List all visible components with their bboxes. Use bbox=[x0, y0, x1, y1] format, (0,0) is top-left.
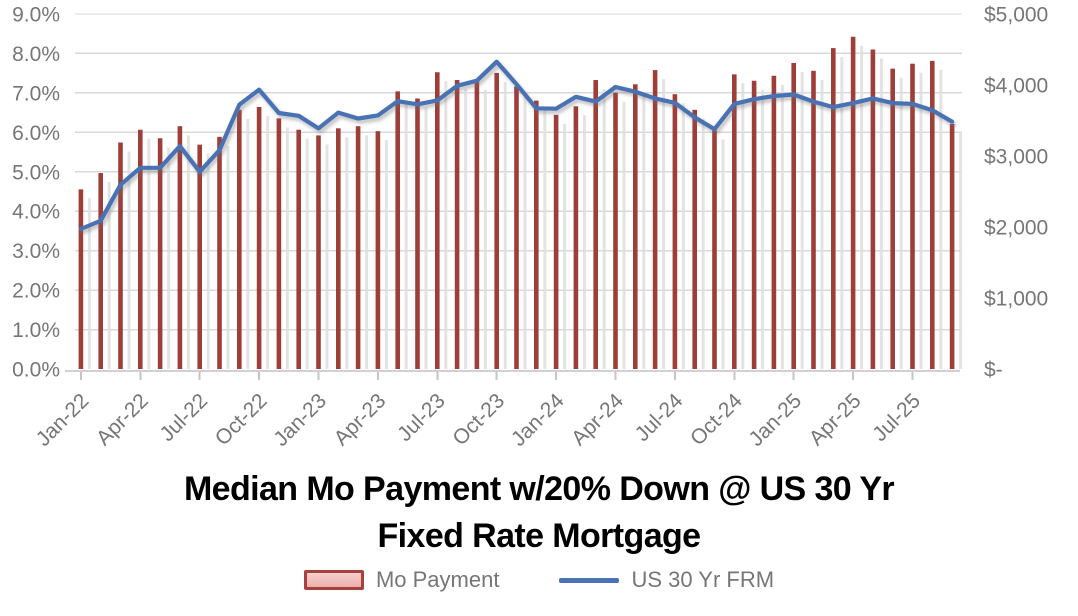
svg-text:Jul-22: Jul-22 bbox=[156, 389, 213, 446]
chart-title-line2: Fixed Rate Mortgage bbox=[377, 517, 702, 555]
mo-payment-bars bbox=[78, 36, 955, 370]
svg-text:Apr-24: Apr-24 bbox=[567, 389, 628, 450]
x-axis-ticks bbox=[79, 372, 914, 380]
svg-text:8.0%: 8.0% bbox=[12, 43, 60, 66]
legend-item-mo-payment: Mo Payment bbox=[303, 567, 500, 593]
svg-text:Jul-23: Jul-23 bbox=[393, 389, 450, 446]
frm-rate-line bbox=[78, 59, 955, 232]
svg-text:$3,000: $3,000 bbox=[984, 146, 1048, 169]
svg-text:Jul-24: Jul-24 bbox=[631, 389, 688, 446]
svg-text:6.0%: 6.0% bbox=[12, 122, 60, 145]
svg-text:2.0%: 2.0% bbox=[12, 280, 60, 303]
svg-text:$1,000: $1,000 bbox=[984, 288, 1048, 311]
svg-text:Apr-23: Apr-23 bbox=[330, 389, 391, 450]
svg-text:$4,000: $4,000 bbox=[984, 75, 1048, 98]
svg-text:$-: $- bbox=[984, 359, 1003, 382]
left-axis-labels: 9.0% 8.0% 7.0% 6.0% 5.0% 4.0% 3.0% 2.0% 1.0% 0.0% bbox=[12, 4, 60, 382]
svg-text:3.0%: 3.0% bbox=[12, 240, 60, 263]
svg-text:Oct-24: Oct-24 bbox=[686, 389, 747, 450]
svg-text:0.0%: 0.0% bbox=[12, 359, 60, 382]
svg-text:5.0%: 5.0% bbox=[12, 161, 60, 184]
svg-text:9.0%: 9.0% bbox=[12, 4, 60, 27]
svg-text:Jul-25: Jul-25 bbox=[868, 389, 925, 446]
svg-text:1.0%: 1.0% bbox=[12, 319, 60, 342]
chart-title: Median Mo Payment w/20% Down @ US 30 Yr … bbox=[0, 466, 1078, 560]
svg-text:Jan-25: Jan-25 bbox=[745, 389, 807, 451]
bar-shadows bbox=[87, 45, 963, 370]
legend-label-frm: US 30 Yr FRM bbox=[631, 567, 775, 592]
svg-text:Jan-22: Jan-22 bbox=[32, 389, 94, 451]
svg-text:Oct-22: Oct-22 bbox=[211, 389, 272, 450]
svg-text:Apr-22: Apr-22 bbox=[92, 389, 153, 450]
legend: Mo Payment US 30 Yr FRM bbox=[0, 567, 1078, 593]
legend-label-mo-payment: Mo Payment bbox=[375, 567, 500, 592]
svg-text:Apr-25: Apr-25 bbox=[805, 389, 866, 450]
svg-text:7.0%: 7.0% bbox=[12, 82, 60, 105]
line-swatch-icon bbox=[559, 577, 620, 583]
legend-item-frm: US 30 Yr FRM bbox=[559, 567, 774, 593]
svg-text:$2,000: $2,000 bbox=[984, 217, 1048, 240]
svg-text:$5,000: $5,000 bbox=[984, 4, 1048, 27]
bar-swatch-icon bbox=[303, 570, 364, 590]
svg-text:Jan-24: Jan-24 bbox=[507, 389, 569, 451]
svg-text:Oct-23: Oct-23 bbox=[448, 389, 509, 450]
svg-text:Jan-23: Jan-23 bbox=[269, 389, 331, 451]
svg-text:4.0%: 4.0% bbox=[12, 201, 60, 224]
chart-title-line1: Median Mo Payment w/20% Down @ US 30 Yr bbox=[183, 470, 895, 508]
right-axis-labels: $5,000 $4,000 $3,000 $2,000 $1,000 $- bbox=[984, 4, 1048, 382]
